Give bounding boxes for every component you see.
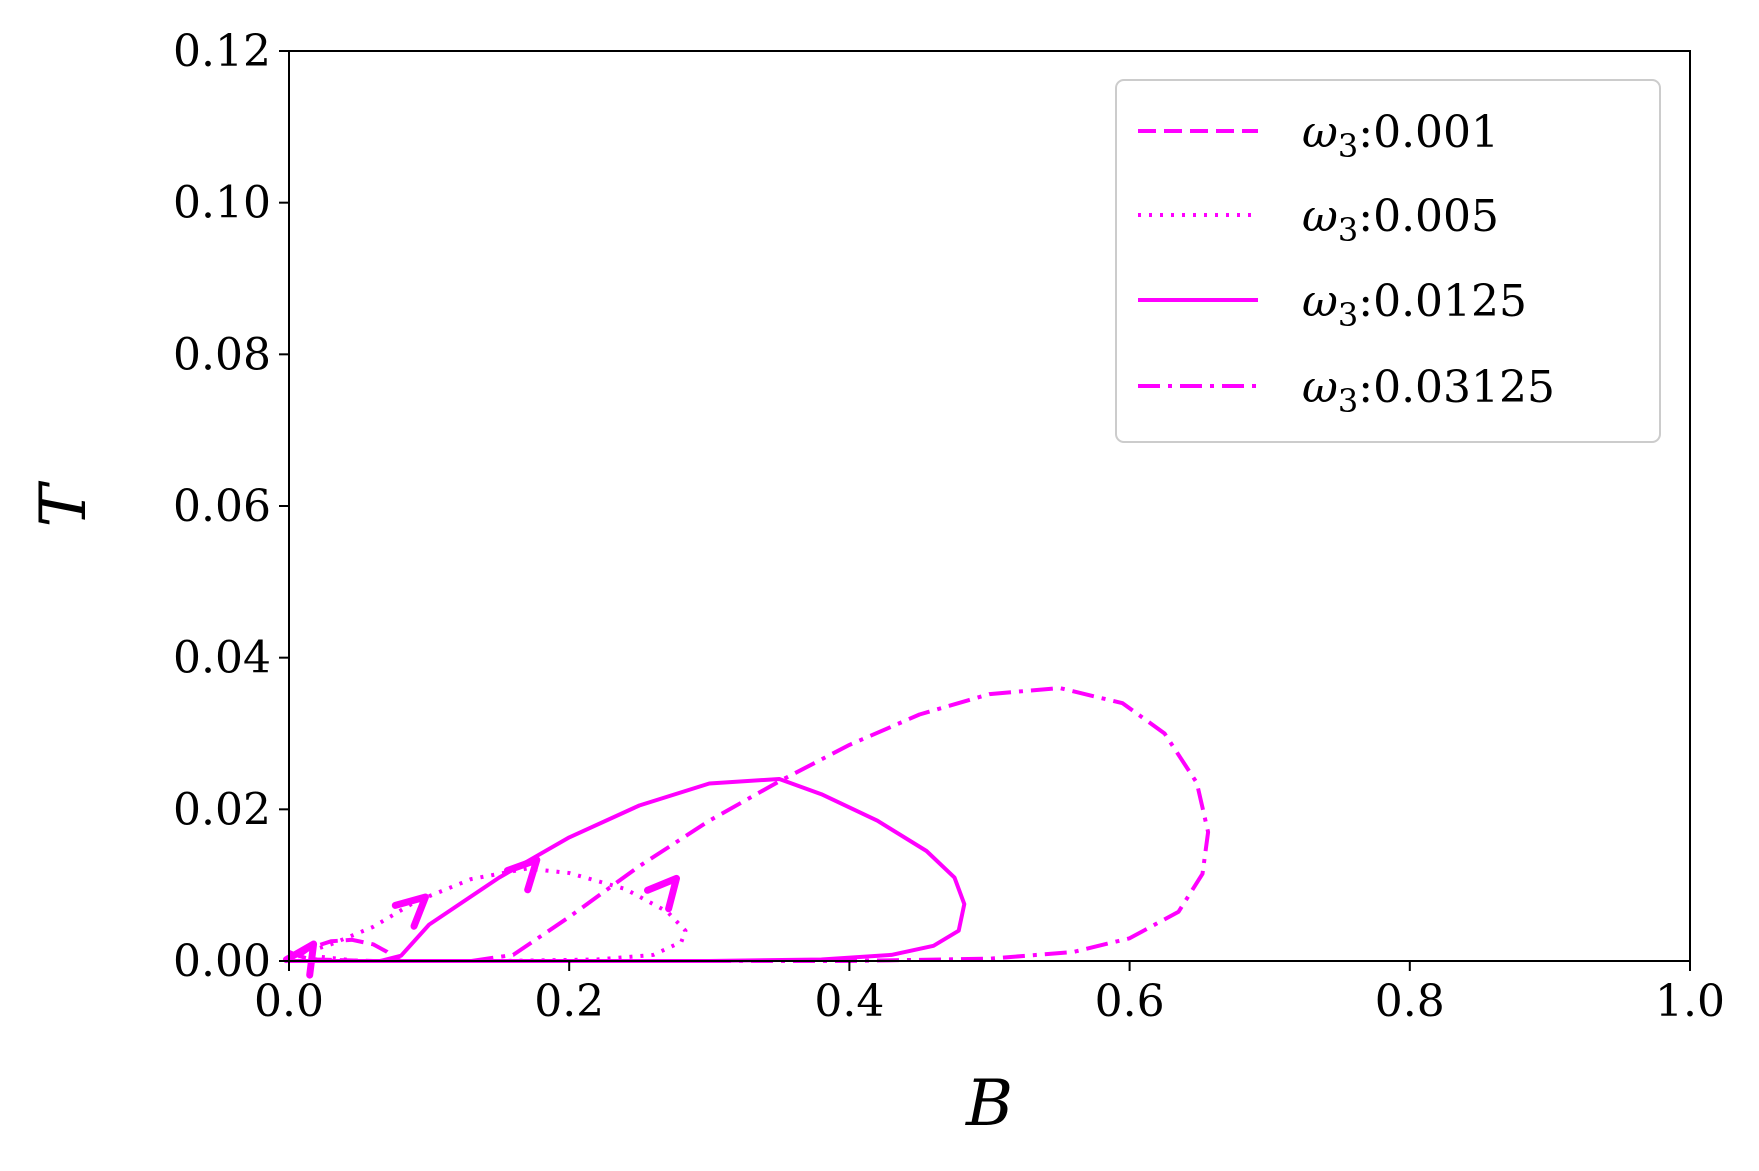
direction-arrow-0-005 <box>391 893 429 930</box>
direction-arrow-0-03125 <box>644 874 680 913</box>
x-ticks: 0.0 0.2 0.4 0.6 0.8 1.0 <box>254 961 1725 1027</box>
y-tick-label: 0.06 <box>173 481 271 532</box>
y-tick-label: 0.04 <box>173 633 271 684</box>
legend-label-0-001: ω3:0.001 <box>1302 107 1499 165</box>
x-tick-label: 0.8 <box>1375 976 1445 1027</box>
direction-arrow-0-0125 <box>503 856 541 894</box>
x-tick-label: 0.0 <box>254 976 324 1027</box>
y-tick-label: 0.12 <box>173 26 271 77</box>
x-tick-label: 1.0 <box>1655 976 1725 1027</box>
x-tick-label: 0.4 <box>814 976 884 1027</box>
y-tick-label: 0.08 <box>173 329 271 380</box>
y-tick-label: 0.10 <box>173 178 271 229</box>
legend-frame <box>1115 79 1661 443</box>
y-tick-label: 0.00 <box>173 936 271 987</box>
y-axis-label: T <box>27 480 101 527</box>
x-tick-label: 0.2 <box>534 976 604 1027</box>
legend-label-0-0125: ω3:0.0125 <box>1302 276 1527 334</box>
legend-label-0-03125: ω3:0.03125 <box>1302 362 1555 420</box>
y-ticks: 0.00 0.02 0.04 0.06 0.08 0.10 0.12 <box>173 26 289 987</box>
legend-label-0-005: ω3:0.005 <box>1302 191 1499 249</box>
x-tick-label: 0.6 <box>1095 976 1165 1027</box>
legend: ω3:0.001 ω3:0.005 ω3:0.0125 ω3:0.03125 <box>1115 79 1661 443</box>
x-axis-label: B <box>965 1067 1013 1141</box>
arrow-layer <box>282 856 680 979</box>
y-tick-label: 0.02 <box>173 784 271 835</box>
direction-arrow-0-001 <box>282 940 318 979</box>
